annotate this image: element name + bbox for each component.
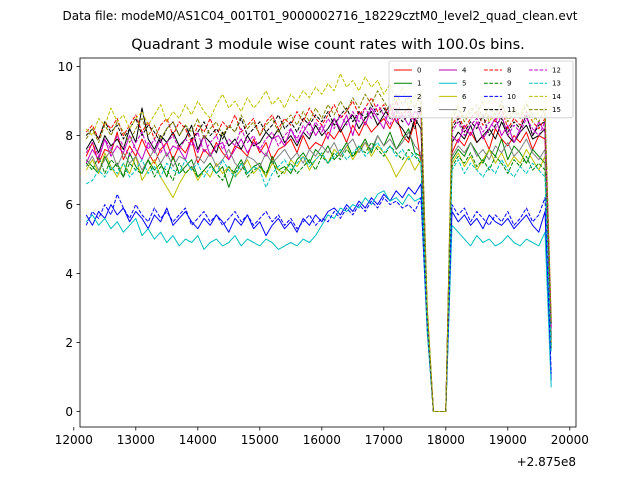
- plot-area: 12000 13000 14000 15000 16000 17000 18000 19000…: [55, 57, 589, 447]
- series-line-12: [85, 104, 552, 412]
- legend-label-13: 13: [552, 80, 561, 88]
- legend-label-5: 5: [462, 80, 466, 88]
- legend-label-0: 0: [417, 67, 421, 75]
- series-line-6: [85, 142, 552, 412]
- series-line-7: [85, 131, 552, 412]
- x-tick-label-16000: 16000: [303, 433, 341, 447]
- y-tick-label-8: 8: [65, 129, 73, 143]
- legend-label-14: 14: [552, 93, 561, 101]
- axes-frame: [79, 57, 577, 428]
- x-tick-label-19000: 19000: [489, 433, 527, 447]
- x-tick-label-18000: 18000: [427, 433, 465, 447]
- x-tick-label-20000: 20000: [551, 433, 589, 447]
- y-tick-label-4: 4: [65, 267, 73, 281]
- legend-label-8: 8: [507, 67, 511, 75]
- series-line-8: [85, 97, 552, 412]
- legend-label-12: 12: [552, 67, 561, 75]
- series-line-5: [85, 190, 552, 412]
- series-line-13: [85, 142, 552, 412]
- legend-label-1: 1: [417, 80, 421, 88]
- series-line-9: [85, 142, 552, 412]
- legend-label-9: 9: [507, 80, 511, 88]
- series-line-0: [85, 114, 552, 412]
- y-tick-label-0: 0: [65, 405, 73, 419]
- chart-title: Quadrant 3 module wise count rates with …: [131, 37, 525, 53]
- x-offset-label: +2.875e8: [517, 455, 576, 469]
- legend-label-3: 3: [417, 106, 421, 114]
- x-tick-label-14000: 14000: [179, 433, 217, 447]
- series-group: [85, 73, 552, 412]
- legend-label-2: 2: [417, 93, 421, 101]
- series-line-11: [85, 104, 552, 412]
- x-tick-label-17000: 17000: [365, 433, 403, 447]
- series-line-1: [85, 128, 552, 412]
- legend-label-15: 15: [552, 106, 561, 114]
- series-line-10: [85, 193, 552, 412]
- series-line-14: [85, 73, 552, 412]
- legend-label-6: 6: [462, 93, 467, 101]
- legend-label-4: 4: [462, 67, 467, 75]
- y-tick-label-10: 10: [58, 60, 73, 74]
- legend-label-7: 7: [462, 106, 466, 114]
- legend-label-11: 11: [507, 106, 516, 114]
- series-line-2: [85, 183, 552, 412]
- x-tick-label-13000: 13000: [117, 433, 155, 447]
- x-tick-label-12000: 12000: [55, 433, 93, 447]
- y-tick-label-6: 6: [65, 198, 73, 212]
- y-tick-label-2: 2: [65, 336, 73, 350]
- suptitle: Data file: modeM0/AS1C04_001T01_90000027…: [62, 9, 577, 23]
- legend-box: [388, 60, 574, 119]
- x-tick-label-15000: 15000: [241, 433, 279, 447]
- legend-label-10: 10: [507, 93, 516, 101]
